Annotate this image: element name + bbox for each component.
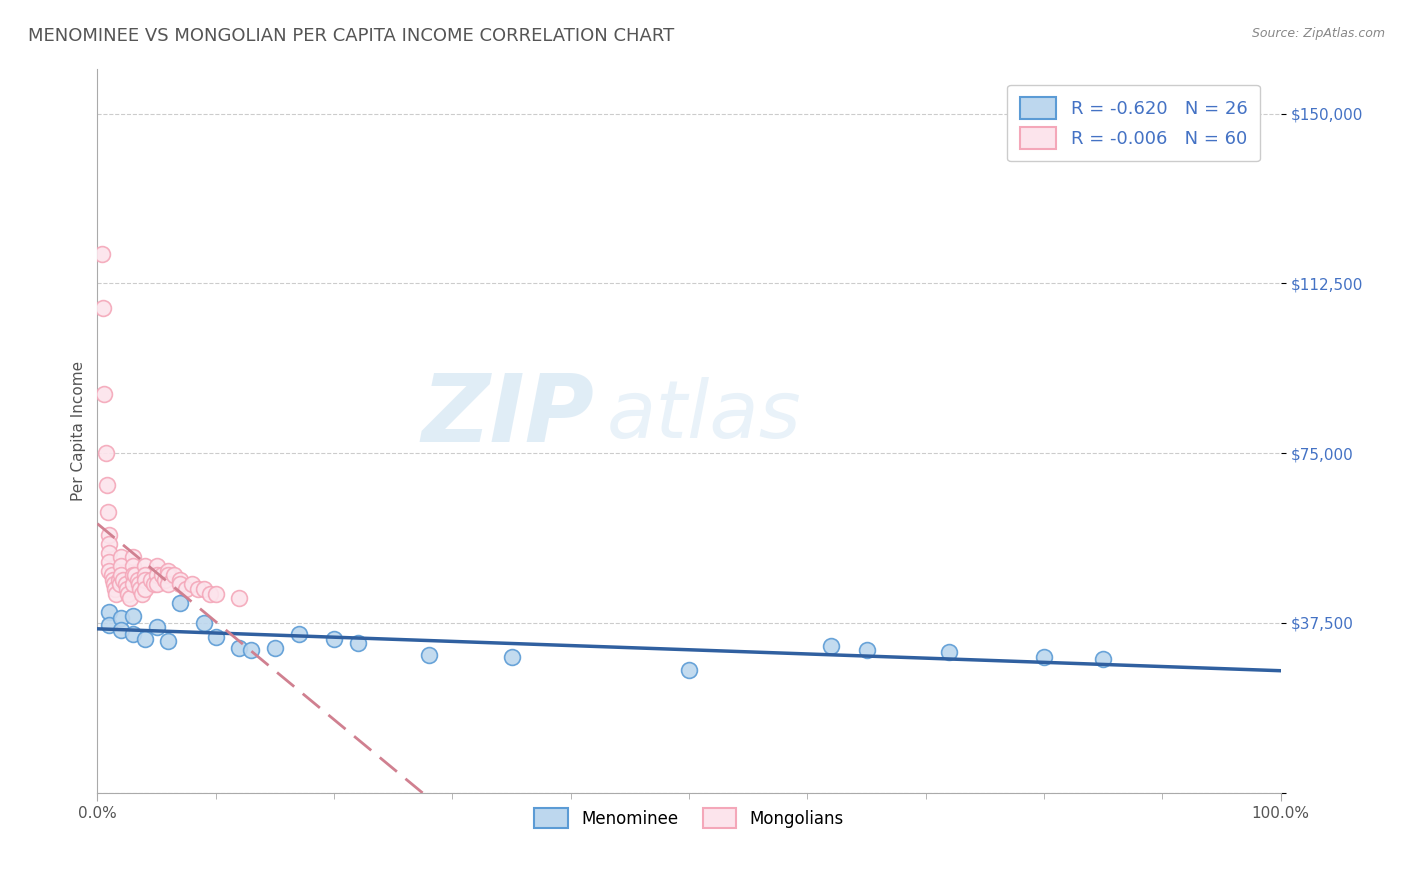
Point: [169, 596, 191, 610]
Text: MENOMINEE VS MONGOLIAN PER CAPITA INCOME CORRELATION CHART: MENOMINEE VS MONGOLIAN PER CAPITA INCOME…: [28, 27, 675, 45]
Point: [145, 620, 167, 634]
Point: [134, 573, 156, 587]
Point: [98, 564, 121, 578]
Point: [108, 577, 131, 591]
Point: [105, 586, 128, 600]
Point: [263, 640, 285, 655]
Point: [1092, 652, 1115, 666]
Point: [187, 582, 209, 596]
Point: [157, 564, 180, 578]
Point: [134, 568, 156, 582]
Point: [163, 568, 186, 582]
Point: [287, 627, 309, 641]
Point: [193, 615, 215, 630]
Point: [91, 301, 114, 316]
Point: [501, 649, 523, 664]
Point: [134, 632, 156, 646]
Point: [96, 478, 118, 492]
Point: [107, 573, 129, 587]
Point: [91, 247, 114, 261]
Point: [110, 550, 132, 565]
Point: [98, 605, 121, 619]
Text: Source: ZipAtlas.com: Source: ZipAtlas.com: [1251, 27, 1385, 40]
Point: [152, 568, 174, 582]
Point: [128, 577, 150, 591]
Point: [240, 643, 263, 657]
Point: [678, 664, 700, 678]
Legend: Menominee, Mongolians: Menominee, Mongolians: [527, 801, 851, 835]
Point: [346, 636, 368, 650]
Point: [114, 577, 136, 591]
Point: [145, 568, 167, 582]
Point: [121, 550, 143, 565]
Point: [157, 634, 180, 648]
Point: [110, 611, 132, 625]
Point: [193, 582, 215, 596]
Point: [112, 573, 135, 587]
Point: [103, 577, 125, 591]
Point: [110, 559, 132, 574]
Point: [820, 639, 842, 653]
Point: [121, 559, 143, 574]
Point: [204, 630, 226, 644]
Point: [1033, 649, 1056, 664]
Point: [94, 446, 117, 460]
Point: [121, 609, 143, 624]
Point: [153, 573, 176, 587]
Point: [117, 586, 139, 600]
Point: [98, 527, 121, 541]
Point: [127, 573, 149, 587]
Point: [129, 582, 152, 596]
Point: [131, 586, 153, 600]
Point: [169, 573, 191, 587]
Point: [104, 582, 127, 596]
Point: [98, 546, 121, 560]
Point: [139, 573, 162, 587]
Point: [855, 643, 877, 657]
Point: [204, 586, 226, 600]
Point: [157, 577, 180, 591]
Point: [143, 577, 166, 591]
Y-axis label: Per Capita Income: Per Capita Income: [72, 360, 86, 500]
Text: ZIP: ZIP: [422, 370, 595, 462]
Point: [134, 582, 156, 596]
Point: [110, 623, 132, 637]
Point: [115, 582, 138, 596]
Point: [121, 627, 143, 641]
Text: atlas: atlas: [606, 377, 801, 455]
Point: [98, 555, 121, 569]
Point: [134, 559, 156, 574]
Point: [121, 577, 143, 591]
Point: [120, 591, 142, 605]
Point: [157, 568, 180, 582]
Point: [121, 568, 143, 582]
Point: [181, 577, 204, 591]
Point: [93, 387, 115, 401]
Point: [145, 559, 167, 574]
Point: [323, 632, 346, 646]
Point: [97, 505, 120, 519]
Point: [174, 582, 197, 596]
Point: [110, 568, 132, 582]
Point: [145, 577, 167, 591]
Point: [198, 586, 221, 600]
Point: [418, 648, 440, 662]
Point: [101, 573, 124, 587]
Point: [938, 645, 960, 659]
Point: [100, 568, 122, 582]
Point: [124, 568, 146, 582]
Point: [228, 640, 250, 655]
Point: [98, 618, 121, 632]
Point: [98, 537, 121, 551]
Point: [169, 577, 191, 591]
Point: [228, 591, 250, 605]
